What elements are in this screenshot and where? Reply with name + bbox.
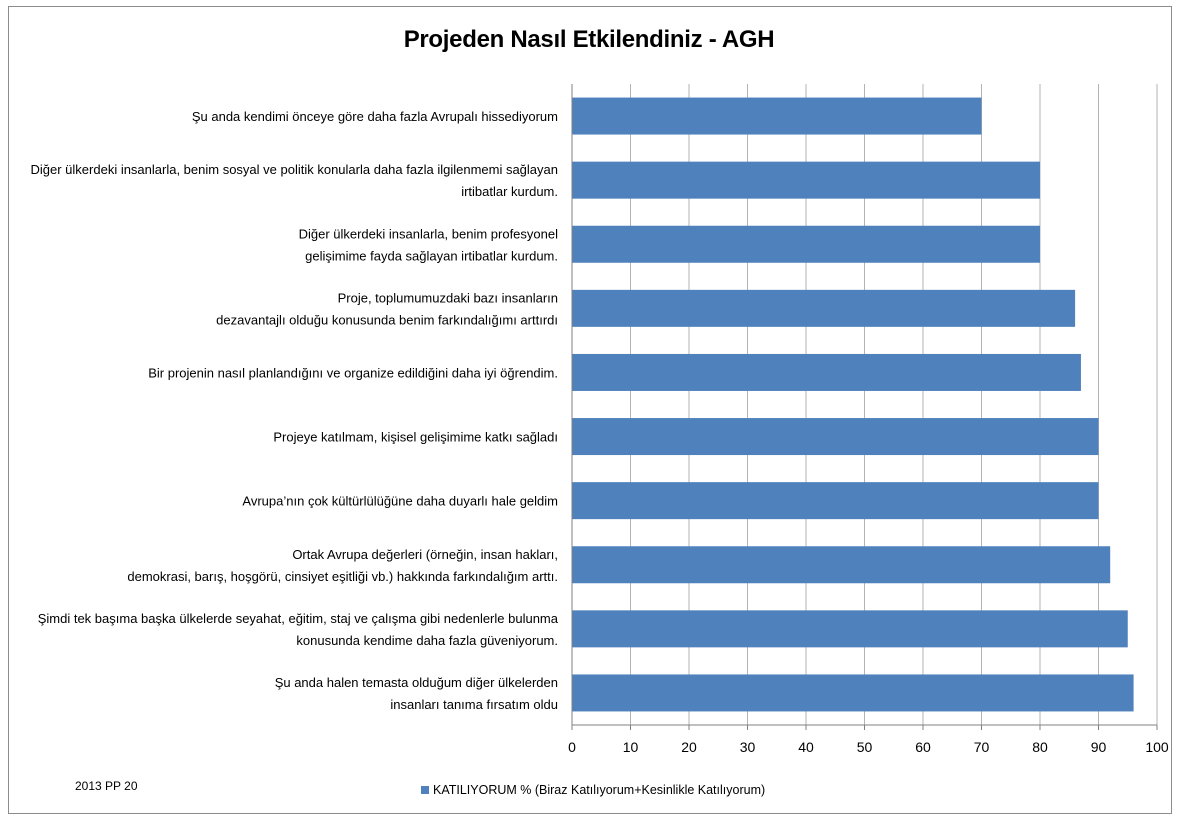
legend-label: KATILIYORUM % (Biraz Katılıyorum+Kesinli… [433, 783, 766, 797]
x-tick-label: 30 [740, 739, 756, 755]
bar [572, 610, 1128, 648]
category-label: Avrupa’nın çok kültürlülüğüne daha duyar… [242, 494, 558, 509]
category-label: insanları tanıma fırsatım oldu [390, 697, 558, 712]
category-label: Bir projenin nasıl planlandığını ve orga… [148, 365, 558, 380]
x-tick-label: 40 [798, 739, 814, 755]
category-label: Projeye katılmam, kişisel gelişimime kat… [273, 430, 558, 445]
category-label: Şu anda kendimi önceye göre daha fazla A… [192, 109, 558, 124]
legend-swatch [421, 786, 429, 794]
x-tick-label: 0 [568, 739, 576, 755]
category-label: gelişimime fayda sağlayan irtibatlar kur… [305, 248, 558, 263]
x-tick-label: 10 [623, 739, 639, 755]
x-tick-label: 70 [974, 739, 990, 755]
bar [572, 482, 1099, 520]
bar [572, 161, 1040, 199]
bar [572, 353, 1081, 391]
bar [572, 97, 982, 135]
chart-title: Projeden Nasıl Etkilendiniz - AGH [403, 26, 775, 53]
bar [572, 225, 1040, 263]
bar [572, 546, 1111, 584]
category-label: Proje, toplumumuzdaki bazı insanların [338, 290, 558, 305]
bar [572, 289, 1076, 327]
legend: KATILIYORUM % (Biraz Katılıyorum+Kesinli… [421, 783, 765, 797]
x-tick-label: 100 [1145, 739, 1169, 755]
x-tick-label: 50 [857, 739, 873, 755]
x-tick-label: 60 [915, 739, 931, 755]
footnote: 2013 PP 20 [75, 779, 138, 793]
x-tick-label: 20 [681, 739, 697, 755]
x-tick-label: 90 [1091, 739, 1107, 755]
category-label: Diğer ülkerdeki insanlarla, benim sosyal… [31, 162, 559, 177]
bar [572, 418, 1099, 456]
category-label: Ortak Avrupa değerleri (örneğin, insan h… [292, 547, 558, 562]
category-label: dezavantajlı olduğu konusunda benim fark… [216, 312, 558, 327]
category-label: Şimdi tek başıma başka ülkelerde seyahat… [38, 611, 559, 626]
bar [572, 674, 1134, 712]
category-label: Diğer ülkerdeki insanlarla, benim profes… [299, 226, 559, 241]
category-label: demokrasi, barış, hoşgörü, cinsiyet eşit… [127, 569, 558, 584]
category-label: Şu anda halen temasta olduğum diğer ülke… [275, 675, 558, 690]
category-label: irtibatlar kurdum. [461, 184, 558, 199]
x-tick-label: 80 [1032, 739, 1048, 755]
category-label: konusunda kendime daha fazla güveniyorum… [296, 633, 558, 648]
